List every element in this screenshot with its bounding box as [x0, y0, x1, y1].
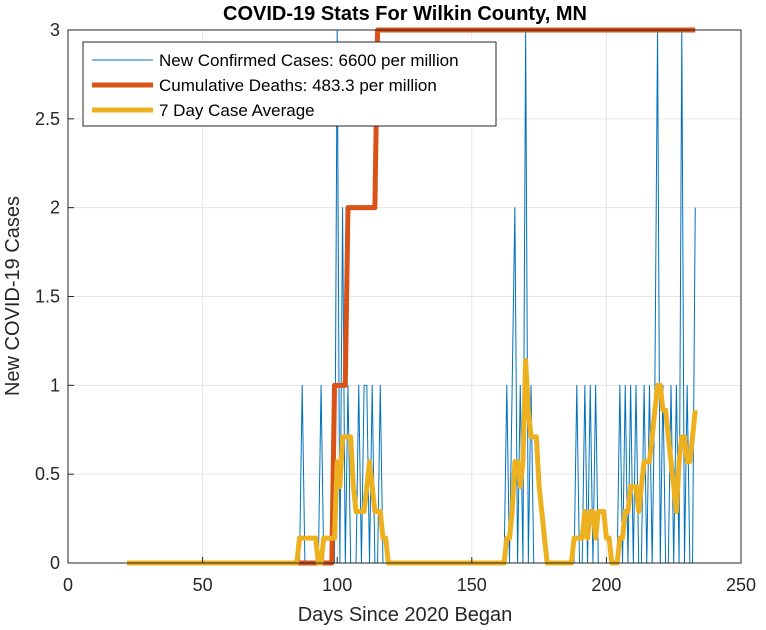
x-axis-label: Days Since 2020 Began: [298, 604, 513, 626]
x-tick-label: 200: [591, 575, 621, 595]
ticks: 0 50 100 150 200 250 0 0.5 1 1.5 2 2.5 3: [35, 20, 756, 595]
y-axis-label: New COVID-19 Cases: [2, 196, 24, 396]
legend-label-1: Cumulative Deaths: 483.3 per million: [159, 76, 437, 95]
chart-title: COVID-19 Stats For Wilkin County, MN: [223, 3, 587, 25]
legend-label-0: New Confirmed Cases: 6600 per million: [159, 51, 459, 70]
x-tick-label: 150: [457, 575, 487, 595]
y-tick-label: 2.5: [35, 109, 60, 129]
x-tick-label: 100: [322, 575, 352, 595]
legend-label-2: 7 Day Case Average: [159, 101, 315, 120]
y-tick-label: 0: [50, 553, 60, 573]
y-tick-label: 0.5: [35, 464, 60, 484]
x-tick-label: 0: [63, 575, 73, 595]
legend: New Confirmed Cases: 6600 per million Cum…: [82, 41, 497, 127]
y-tick-label: 3: [50, 20, 60, 40]
x-tick-label: 50: [193, 575, 213, 595]
y-tick-label: 1.5: [35, 287, 60, 307]
x-tick-label: 250: [726, 575, 756, 595]
y-tick-label: 2: [50, 198, 60, 218]
y-tick-label: 1: [50, 375, 60, 395]
series-line-2: [127, 357, 698, 566]
